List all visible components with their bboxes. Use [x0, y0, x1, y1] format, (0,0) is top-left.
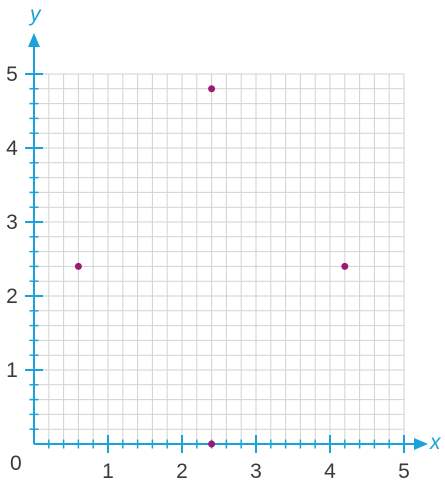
x-axis-label: x [429, 431, 442, 454]
x-tick-label-2: 2 [176, 460, 188, 483]
data-point-4 [208, 440, 216, 448]
x-tick-label-3: 3 [250, 460, 262, 483]
data-points [74, 85, 349, 448]
y-tick-label-4: 4 [6, 137, 18, 160]
data-point-1 [208, 85, 216, 93]
x-tick-label-4: 4 [324, 460, 336, 483]
data-point-2 [74, 262, 82, 270]
axis-ticks [25, 73, 405, 453]
y-axis-label: y [28, 3, 42, 26]
y-tick-label-1: 1 [6, 359, 18, 382]
y-axis-arrow-icon [28, 33, 40, 47]
y-tick-label-3: 3 [6, 211, 18, 234]
y-tick-label-2: 2 [6, 285, 18, 308]
y-tick-label-5: 5 [6, 63, 18, 86]
origin-label: 0 [10, 452, 22, 475]
grid [34, 73, 405, 444]
axes [28, 33, 428, 450]
data-point-3 [341, 262, 349, 270]
x-tick-label-5: 5 [398, 460, 410, 483]
x-axis-arrow-icon [414, 438, 428, 450]
x-tick-label-1: 1 [102, 460, 114, 483]
